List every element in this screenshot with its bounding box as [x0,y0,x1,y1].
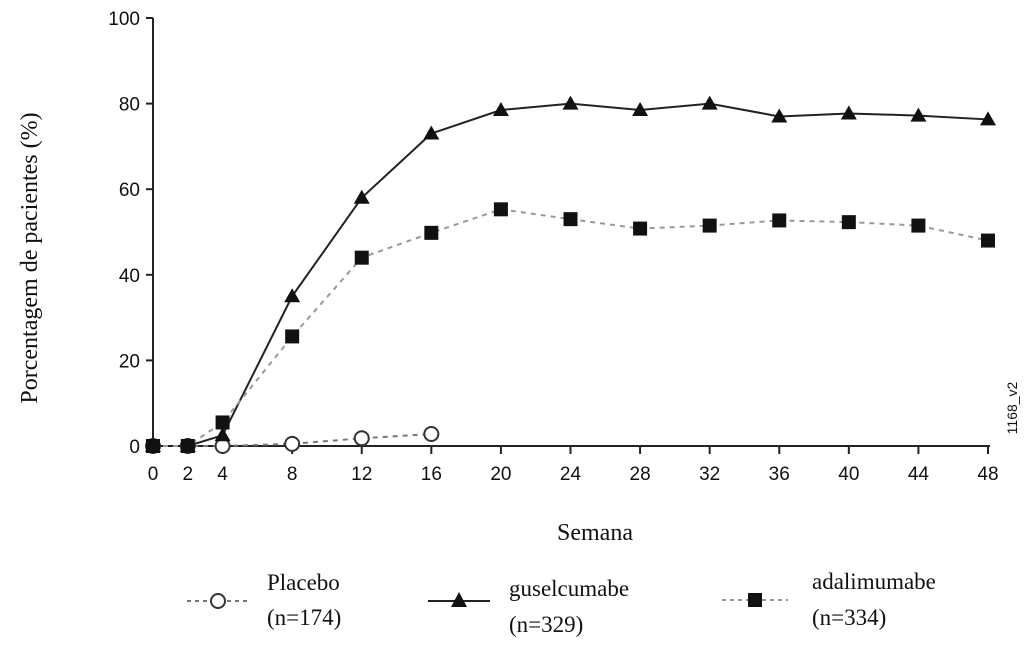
legend-item-adalimumabe: adalimumabe (n=334) [722,569,936,630]
data-point-adalimumabe [981,233,995,248]
x-axis-title: Semana [557,520,633,546]
x-tick-label: 16 [421,464,442,485]
x-tick-label: 24 [560,464,582,485]
data-point-guselcumabe [492,102,509,117]
series-line-adalimumabe [153,208,989,447]
data-point-adalimumabe [563,212,578,227]
series-lines [153,102,989,447]
data-point-guselcumabe [423,125,440,140]
figure-code: 1168_v2 [1004,381,1020,434]
x-tick-label: 4 [217,464,228,485]
x-tick-label: 0 [148,464,159,485]
data-point-adalimumabe [493,202,508,217]
x-tick-label: 8 [287,464,298,485]
data-point-adalimumabe [772,213,787,228]
series-line-placebo [153,433,432,447]
y-axis-title: Porcentagem de pacientes (%) [17,112,43,403]
y-tick-label: 20 [119,351,140,372]
data-point-guselcumabe [145,438,161,452]
legend-n-guselcumabe: (n=329) [509,612,583,637]
y-tick-label: 60 [119,180,140,201]
data-point-placebo [353,430,370,447]
data-point-guselcumabe [284,288,301,303]
legend-item-guselcumabe: guselcumabe (n=329) [428,576,629,637]
x-tick-label: 32 [699,464,720,485]
data-point-guselcumabe [910,107,927,122]
x-tick-label: 44 [908,464,930,485]
x-tick-label: 36 [769,464,790,485]
legend-item-placebo: Placebo (n=174) [187,570,341,630]
data-point-adalimumabe [424,225,439,240]
legend-marker-guselcumabe [451,592,467,607]
x-tick-label: 12 [351,464,372,485]
data-point-placebo [423,426,440,443]
data-point-guselcumabe [353,189,370,204]
y-tick-group: 0 20 40 60 80 100 [108,9,153,458]
data-point-adalimumabe [841,215,856,230]
data-point-guselcumabe [179,438,196,452]
x-tick-label: 28 [630,464,651,485]
legend-marker-adalimumabe [748,593,762,607]
y-tick-label: 100 [108,9,140,30]
y-tick-label: 40 [119,266,140,287]
data-point-placebo [284,435,301,452]
legend: Placebo (n=174) guselcumabe (n=329) adal… [187,569,936,637]
legend-n-adalimumabe: (n=334) [812,605,886,630]
series-line-guselcumabe [153,102,989,447]
data-point-guselcumabe [980,111,996,126]
x-tick-label: 2 [183,464,194,485]
legend-label-placebo: Placebo [267,570,340,595]
data-point-adalimumabe [285,329,300,344]
y-tick-label: 0 [129,437,140,458]
data-point-adalimumabe [633,221,648,236]
data-point-adalimumabe [215,415,230,430]
x-tick-label: 20 [490,464,511,485]
x-tick-group: 0 2 4 8 12 16 20 24 28 32 36 40 44 48 [148,446,999,485]
data-point-guselcumabe [840,105,857,120]
data-point-guselcumabe [632,102,649,117]
data-point-adalimumabe [702,218,717,233]
legend-label-adalimumabe: adalimumabe [812,569,936,594]
legend-label-guselcumabe: guselcumabe [509,576,629,601]
data-point-guselcumabe [701,95,718,110]
data-point-guselcumabe [214,427,231,442]
data-point-adalimumabe [911,218,926,233]
legend-marker-placebo [210,593,226,609]
legend-n-placebo: (n=174) [267,605,341,630]
data-point-adalimumabe [354,250,369,265]
data-point-guselcumabe [562,95,579,110]
series-markers [145,95,996,454]
data-point-guselcumabe [771,108,788,123]
x-tick-label: 40 [838,464,859,485]
x-tick-label: 48 [977,464,998,485]
y-tick-label: 80 [119,95,140,116]
